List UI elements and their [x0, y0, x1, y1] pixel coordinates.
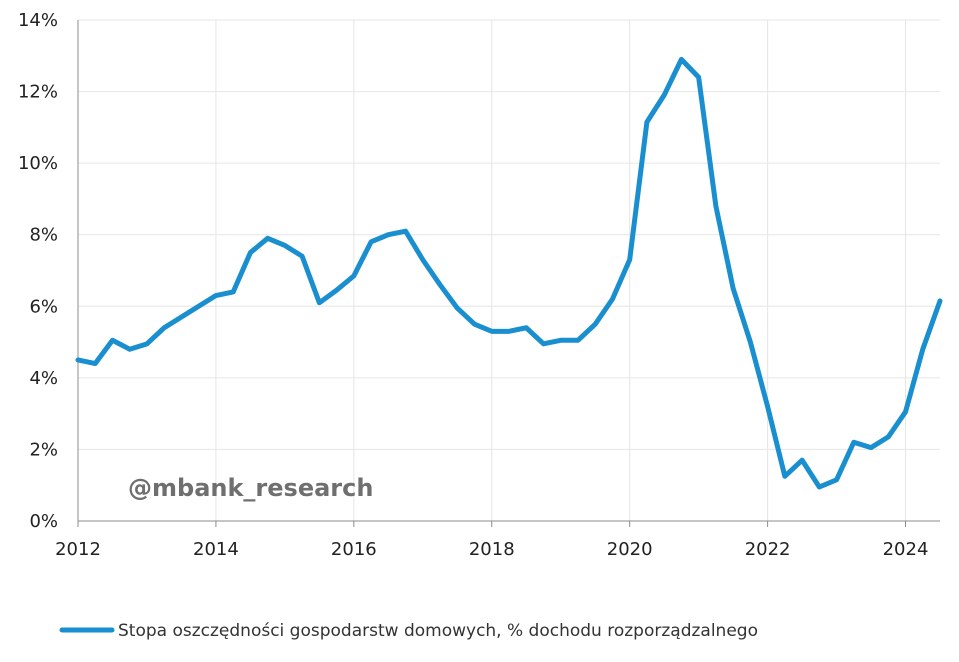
y-tick-label: 12%: [18, 82, 58, 103]
y-tick-label: 4%: [29, 368, 58, 389]
x-tick-label: 2014: [193, 539, 239, 560]
watermark-label: @mbank_research: [128, 474, 373, 502]
x-tick-label: 2022: [745, 539, 791, 560]
x-tick-label: 2024: [883, 539, 929, 560]
y-tick-label: 0%: [29, 511, 58, 532]
legend-label: Stopa oszczędności gospodarstw domowych,…: [118, 621, 758, 641]
series-lines: [75, 56, 943, 490]
y-tick-labels: 0% 2% 4% 6% 8% 10% 12% 14%: [18, 10, 58, 532]
y-tick-label: 14%: [18, 10, 58, 31]
y-tick-label: 8%: [29, 225, 58, 246]
x-tick-label: 2012: [55, 539, 101, 560]
x-tick-label: 2020: [607, 539, 653, 560]
x-tick-labels: 2012 2014 2016 2018 2020 2022 2024: [55, 539, 928, 560]
axes: [77, 20, 940, 527]
y-tick-label: 2%: [29, 439, 58, 460]
series-line: [75, 56, 943, 490]
grid: [78, 19, 940, 521]
x-tick-label: 2018: [469, 539, 515, 560]
y-tick-label: 6%: [29, 296, 58, 317]
legend: Stopa oszczędności gospodarstw domowych,…: [59, 621, 758, 641]
y-tick-label: 10%: [18, 153, 58, 174]
x-tick-label: 2016: [331, 539, 377, 560]
